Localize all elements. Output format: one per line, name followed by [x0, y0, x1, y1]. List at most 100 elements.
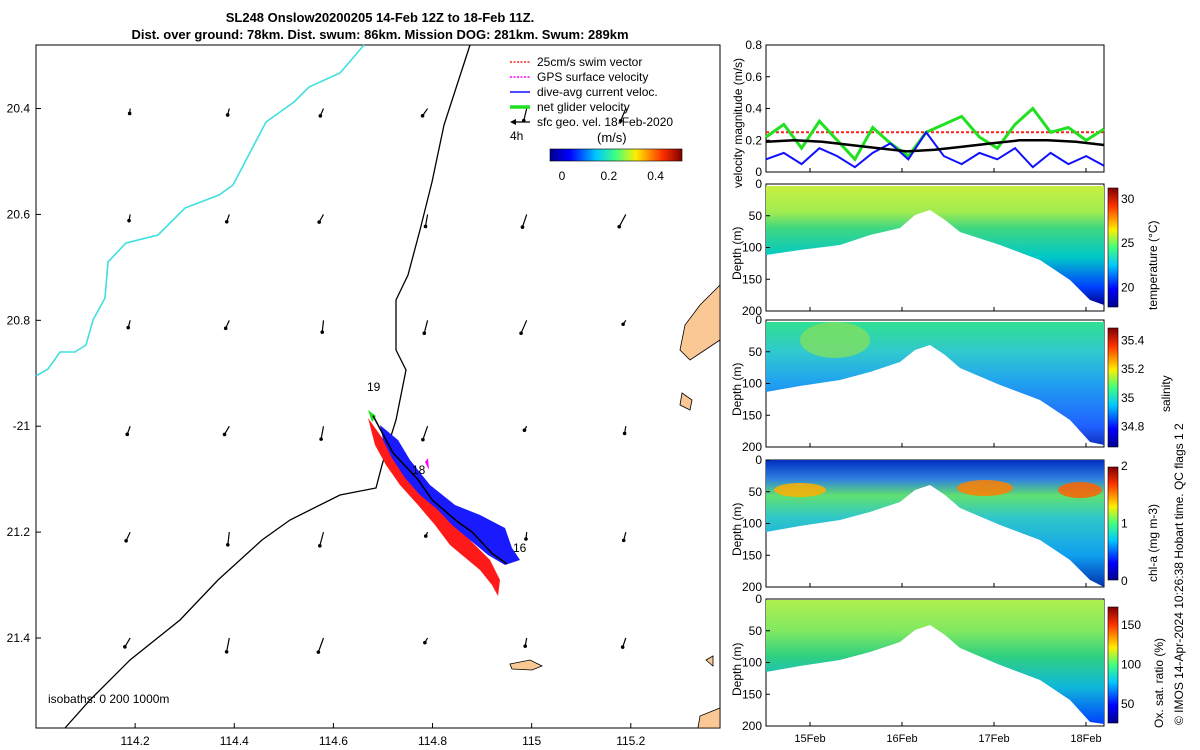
isobaths-label: isobaths: 0 200 1000m — [48, 692, 169, 706]
sfc-vel-arrowhead — [524, 537, 528, 541]
section-ytick-label: 0 — [755, 177, 762, 191]
section-ytick-label: 200 — [742, 719, 762, 733]
velocity-ytick-label: 0 — [755, 165, 762, 179]
legend-item-current: dive-avg current veloc. — [510, 85, 658, 99]
oxygen-field — [766, 600, 1104, 724]
chlorophyll-cblabel: chl-a (mg m-3) — [1146, 504, 1160, 582]
sfc-vel-arrowhead — [622, 431, 627, 436]
legend-extra-4h: 4h — [510, 129, 523, 143]
map-y-axis: 20.4 20.6 20.8 -21 21.2 21.4 — [7, 102, 41, 645]
velocity-series-line — [765, 130, 1105, 169]
sfc-vel-arrowhead — [618, 119, 623, 123]
salinity-high-patch — [800, 322, 870, 358]
legend-label-gps: GPS surface velocity — [537, 70, 648, 84]
colorbar-tick-label: 100 — [1121, 657, 1141, 671]
map-ytick-label: 20.6 — [7, 207, 31, 221]
salinity-panel: Depth (m) salinity — [730, 319, 1173, 448]
sfc-vel-arrowhead — [224, 649, 229, 654]
map-colorbar-tick: 0 — [559, 169, 566, 183]
sfc-vel-arrow — [620, 108, 627, 122]
chlorophyll-colorbar — [1107, 466, 1119, 581]
colorbar-tick-label: 34.8 — [1121, 420, 1145, 434]
date-tick-label: 18Feb — [1070, 733, 1101, 745]
glider-track — [372, 415, 508, 565]
sfc-vel-arrowhead — [519, 331, 523, 336]
section-ytick-label: 100 — [742, 656, 762, 670]
velocity-series — [765, 106, 1105, 169]
oxygen-ylabel: Depth (m) — [730, 643, 744, 696]
map-x-axis: 114.2 114.4 114.6 114.8 115 115.2 — [121, 723, 646, 748]
title-line-1: SL248 Onslow20200205 14-Feb 12Z to 18-Fe… — [225, 10, 535, 25]
sfc-vel-arrowhead — [423, 640, 427, 645]
velocity-ytick-label: 0.8 — [745, 38, 762, 52]
section-ytick-label: 150 — [742, 408, 762, 422]
oxygen-colorbar — [1107, 606, 1119, 724]
map-colorbar-tick: 0.4 — [647, 169, 664, 183]
sfc-vel-arrowhead — [317, 220, 321, 224]
velocity-ytick-label: 0.6 — [745, 70, 762, 84]
land-island-2 — [679, 392, 693, 411]
credit-text: © IMOS 14-Apr-2024 10:26:38 Hobart time.… — [1172, 423, 1186, 725]
colorbar-tick-label: 1 — [1121, 517, 1128, 531]
salinity-colorbar — [1107, 327, 1119, 448]
legend-item-geo: sfc geo. vel. 18-Feb-2020 — [510, 115, 673, 129]
velocity-ytick-label: 0.2 — [745, 133, 762, 147]
colorbar-tick-label: 35 — [1121, 391, 1135, 405]
sfc-vel-arrowhead — [124, 538, 128, 543]
map-ytick-label: -21 — [13, 419, 31, 433]
track-label-19: 19 — [367, 380, 381, 394]
colorbar-tick-label: 30 — [1121, 192, 1135, 206]
section-ytick-label: 150 — [742, 548, 762, 562]
chl-max-patch-2 — [957, 480, 1013, 496]
sfc-vel-arrow — [422, 426, 429, 440]
sfc-vel-arrow — [319, 531, 325, 546]
velocity-ytick-label: 0.4 — [745, 102, 762, 116]
sfc-vel-arrowhead — [316, 650, 321, 654]
date-tick-label: 15Feb — [794, 733, 825, 745]
land-island-4 — [697, 707, 721, 729]
section-ytick-label: 150 — [742, 687, 762, 701]
colorbar-tick-label: 50 — [1121, 697, 1135, 711]
colorbar-tick-label: 35.4 — [1121, 333, 1145, 347]
section-ytick-label: 0 — [755, 313, 762, 327]
sfc-vel-arrowhead — [318, 544, 322, 548]
sfc-vel-arrow — [618, 214, 627, 227]
legend-label-geo: sfc geo. vel. 18-Feb-2020 — [537, 115, 673, 129]
sfc-vel-arrowhead — [320, 330, 325, 334]
sfc-vel-arrowhead — [125, 432, 130, 437]
map-colorbar-ticks: 0 0.2 0.4 — [559, 169, 665, 183]
temperature-panel: Depth (m) temperature (°C) — [730, 183, 1160, 312]
sfc-vel-arrowhead — [522, 428, 527, 433]
track-label-16: 16 — [513, 541, 527, 555]
land-island-1 — [679, 284, 721, 361]
sfc-vel-arrow — [521, 214, 528, 228]
sfc-vel-arrowhead — [422, 331, 427, 336]
velocity-series-line — [765, 106, 1105, 162]
sfc-vel-arrowhead — [617, 224, 622, 229]
temperature-ylabel: Depth (m) — [730, 227, 744, 280]
section-ytick-label: 200 — [742, 580, 762, 594]
sfc-vel-arrowhead — [620, 645, 625, 649]
map-xtick-label: 114.8 — [418, 734, 447, 748]
section-ytick-label: 150 — [742, 272, 762, 286]
section-ytick-label: 100 — [742, 241, 762, 255]
date-tick-label: 16Feb — [886, 733, 917, 745]
map-xtick-label: 115.2 — [616, 734, 645, 748]
section-ytick-label: 50 — [749, 485, 763, 499]
sfc-vel-arrowhead — [423, 224, 428, 229]
salinity-cblabel: salinity — [1159, 375, 1173, 412]
sfc-vel-arrow — [226, 637, 230, 652]
chlorophyll-panel: Depth (m) chl-a (mg m-3) — [730, 459, 1160, 588]
colorbar-tick-label: 0 — [1121, 574, 1128, 588]
sfc-vel-arrowhead — [621, 538, 626, 543]
legend-label-swim: 25cm/s swim vector — [537, 55, 642, 69]
section-ytick-label: 50 — [749, 345, 763, 359]
sfc-vel-arrowhead — [621, 322, 625, 327]
salinity-ylabel: Depth (m) — [730, 363, 744, 416]
legend-item-net: net glider velocity — [510, 100, 630, 114]
map-colorbar-tick: 0.2 — [600, 169, 617, 183]
velocity-frame — [765, 44, 1105, 173]
map-xtick-label: 114.6 — [319, 734, 348, 748]
sfc-vel-arrowhead — [126, 325, 131, 330]
velocity-panel: 0 0.2 0.4 0.6 0.8 velocity magnitude (m/s) — [731, 38, 1105, 188]
